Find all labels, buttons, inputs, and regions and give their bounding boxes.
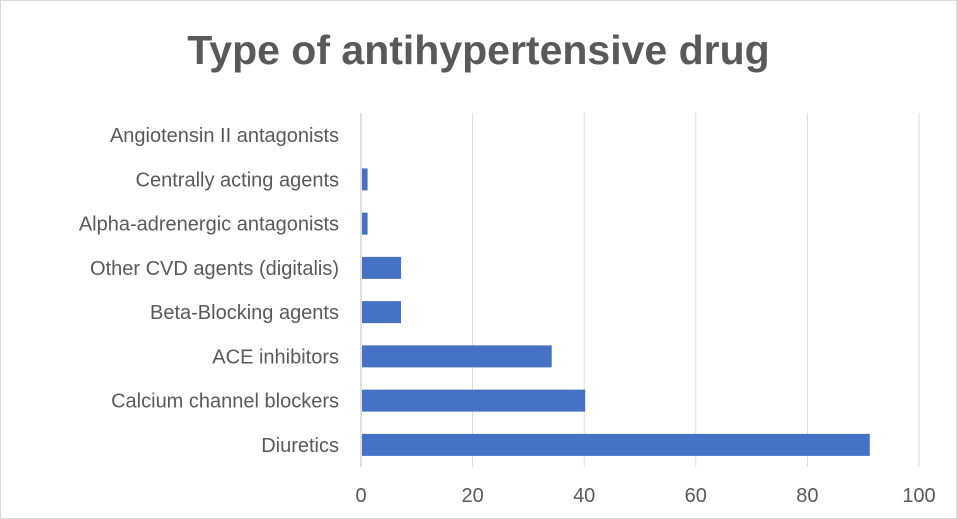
x-tick-label-60: 60 — [685, 485, 707, 507]
bar-2 — [362, 168, 368, 191]
category-label-4: Other CVD agents (digitalis) — [90, 258, 339, 280]
bar-3 — [362, 212, 368, 235]
category-label-3: Alpha-adrenergic antagonists — [79, 214, 339, 236]
x-tick-label-80: 80 — [796, 485, 818, 507]
bar-5 — [362, 301, 402, 324]
bar-6 — [362, 345, 552, 368]
bar-4 — [362, 256, 402, 279]
x-tick-label-20: 20 — [461, 485, 483, 507]
category-label-6: ACE inhibitors — [212, 346, 339, 368]
category-label-2: Centrally acting agents — [136, 169, 339, 191]
category-label-1: Angiotensin II antagonists — [110, 125, 339, 147]
x-tick-label-100: 100 — [902, 485, 935, 507]
category-label-5: Beta-Blocking agents — [150, 302, 339, 324]
chart-title: Type of antihypertensive drug — [187, 27, 770, 73]
x-tick-label-40: 40 — [573, 485, 595, 507]
category-label-7: Calcium channel blockers — [111, 391, 339, 413]
bar-7 — [362, 389, 586, 412]
x-tick-label-0: 0 — [355, 485, 366, 507]
bar-8 — [362, 433, 870, 456]
category-label-8: Diuretics — [261, 435, 339, 457]
